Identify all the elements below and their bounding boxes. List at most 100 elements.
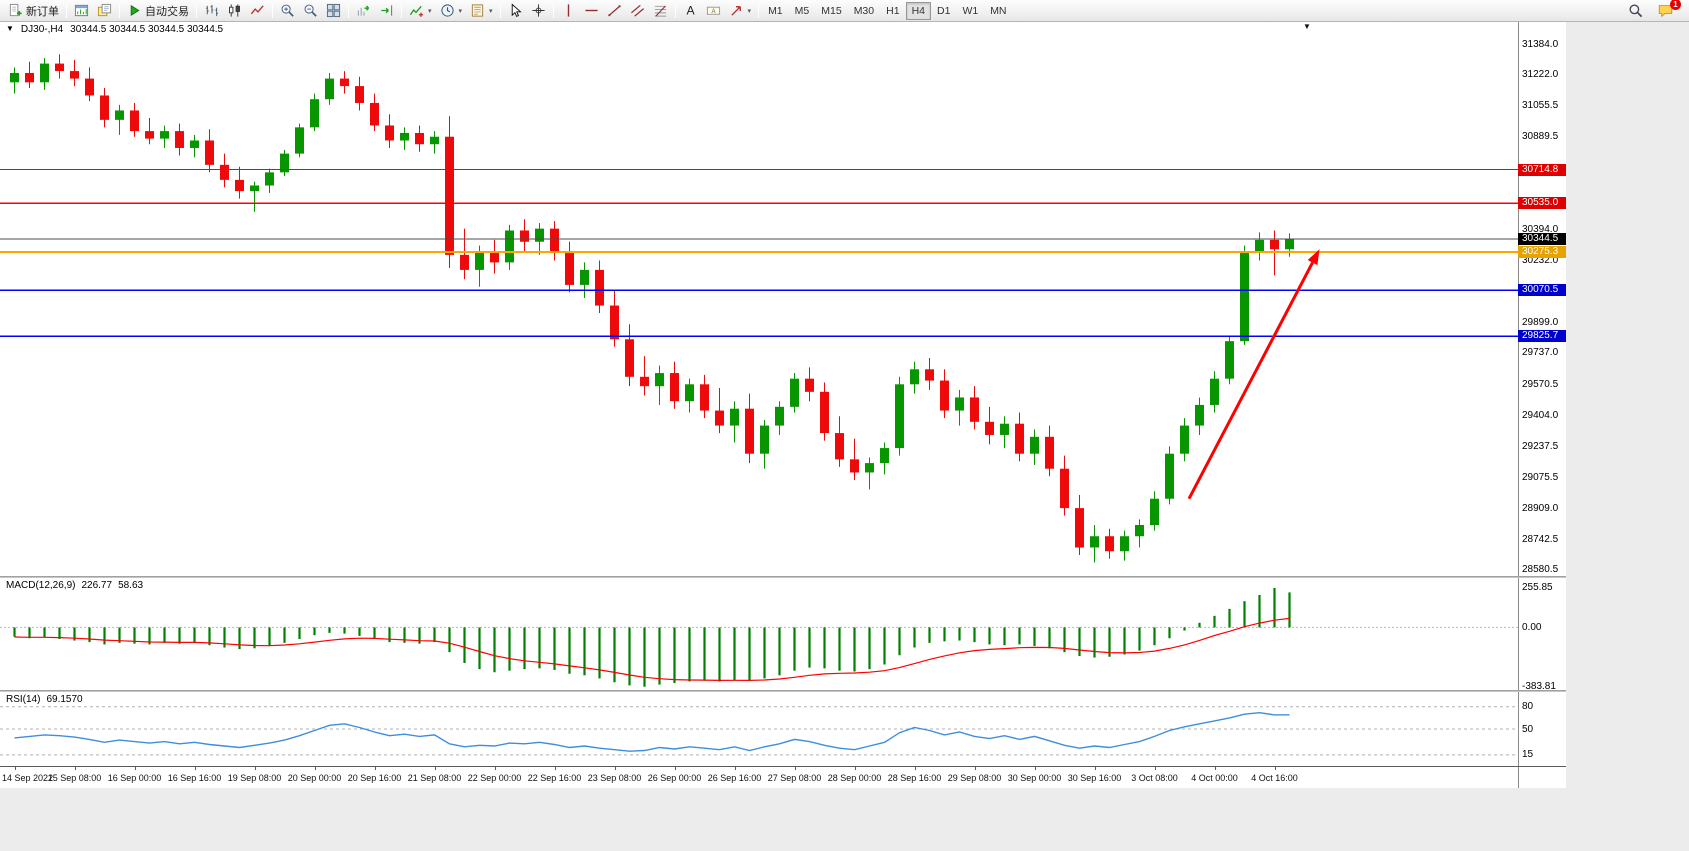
window-background [0, 788, 1518, 851]
candle-body [1255, 239, 1264, 252]
price-label: 29075.5 [1522, 472, 1559, 483]
fibonacci-button[interactable] [649, 1, 672, 20]
auto-scroll-button[interactable] [352, 1, 375, 20]
profiles-button[interactable] [93, 1, 116, 20]
toolbar-separator [674, 3, 676, 18]
timeframe-toolbar: M1 M5 M15 M30 H1 H4 D1 W1 MN [762, 1, 1012, 20]
time-tick [974, 767, 976, 770]
charts-button[interactable] [70, 1, 93, 20]
candle-body [1195, 404, 1204, 426]
cursor-button[interactable] [504, 1, 527, 20]
cursor-icon [508, 3, 523, 18]
trendline-button[interactable] [603, 1, 626, 20]
toolbar-right: 1 [1624, 0, 1685, 20]
timeframe-d1-button[interactable]: D1 [931, 2, 956, 20]
time-label: 26 Sep 16:00 [707, 773, 762, 783]
dropdown-caret-icon[interactable]: ▾ [489, 7, 493, 15]
timeframe-w1-button[interactable]: W1 [956, 2, 984, 20]
candle-body [1210, 378, 1219, 405]
chart-caption: ▼ DJ30-,H4 30344.5 30344.5 30344.5 30344… [0, 22, 1518, 36]
toolbar-separator [401, 3, 402, 18]
crosshair-button[interactable] [527, 1, 550, 20]
chart-ohlc-values: 30344.5 30344.5 30344.5 30344.5 [70, 23, 224, 35]
notifications-button[interactable]: 1 [1654, 0, 1681, 20]
chart-shift-button[interactable] [375, 1, 398, 20]
macd-axis-label: -383.81 [1522, 681, 1556, 692]
one-click-trading-toggle-icon[interactable]: ▼ [6, 24, 14, 33]
text-label-button[interactable]: A [702, 1, 725, 20]
periods-button[interactable]: ▾ [436, 1, 467, 20]
price-label: 30889.5 [1522, 131, 1559, 142]
timeframe-mn-button[interactable]: MN [984, 2, 1012, 20]
candle-body [1165, 453, 1174, 499]
price-label: 28742.5 [1522, 534, 1559, 545]
candle-body [385, 125, 394, 141]
main-chart-plot[interactable] [0, 36, 1518, 576]
toolbar-separator [758, 3, 760, 18]
new-order-button[interactable]: 新订单 [4, 1, 63, 21]
trend-arrow[interactable] [1187, 261, 1314, 500]
chart-shift-marker-icon[interactable]: ▼ [1303, 22, 1311, 31]
candle-body [820, 391, 829, 434]
candle-body [970, 397, 979, 422]
candle-body [910, 369, 919, 385]
workspace-background [1566, 22, 1689, 851]
time-axis[interactable]: 14 Sep 2022 15 Sep 08:00 16 Sep 00:00 16 Se… [0, 766, 1518, 788]
candle-body [250, 185, 259, 192]
channel-button[interactable] [626, 1, 649, 20]
dropdown-caret-icon[interactable]: ▾ [428, 7, 432, 15]
timeframe-h4-button[interactable]: H4 [905, 1, 931, 20]
timeframe-m1-button[interactable]: M1 [762, 2, 789, 20]
panel-splitter[interactable] [0, 690, 1518, 692]
candle-body [115, 110, 124, 120]
zoom-in-button[interactable] [276, 1, 299, 20]
candle-body [1120, 536, 1129, 552]
panel-splitter [1518, 576, 1566, 578]
candle-body [25, 72, 34, 83]
toolbar-group [70, 1, 116, 20]
bar-chart-button[interactable] [200, 1, 223, 20]
rsi-level-label: 15 [1522, 749, 1534, 760]
trend-arrow-head[interactable] [1307, 249, 1320, 266]
time-label: 22 Sep 16:00 [527, 773, 582, 783]
candlestick-button[interactable] [223, 1, 246, 20]
macd-plot [0, 587, 1518, 687]
panel-splitter[interactable] [0, 576, 1518, 578]
timeframe-m5-button[interactable]: M5 [789, 2, 816, 20]
candle-body [175, 131, 184, 148]
vline-icon [561, 3, 576, 18]
candle-body [1030, 436, 1039, 454]
text-icon: A [683, 3, 698, 18]
horizontal-line-button[interactable] [580, 1, 603, 20]
candle-body [1075, 508, 1084, 548]
dropdown-caret-icon[interactable]: ▾ [458, 7, 463, 15]
macd-axis-label: 255.85 [1522, 582, 1553, 593]
indicators-button[interactable]: ▾ [405, 1, 436, 20]
timeframe-h1-button[interactable]: H1 [880, 2, 905, 20]
zoom-out-button[interactable] [299, 1, 322, 20]
auto-trading-button[interactable]: 自动交易 [123, 1, 193, 21]
timeframe-m30-button[interactable]: M30 [848, 2, 880, 20]
price-axis[interactable]: 31384.0 31222.0 31055.5 30889.5 30394.0 30232… [1518, 22, 1566, 851]
candle-body [1090, 536, 1099, 548]
candle-body [430, 136, 439, 145]
chartshift-icon [379, 3, 394, 18]
arrows-tool-button[interactable]: ▾ [725, 1, 756, 20]
time-tick [254, 767, 256, 770]
profiles-icon [97, 3, 112, 18]
main-chart-panel[interactable] [0, 36, 1518, 576]
line-chart-button[interactable] [246, 1, 269, 20]
support-line-1-tag: 30070.5 [1518, 284, 1566, 296]
vertical-line-button[interactable] [557, 1, 580, 20]
text-button[interactable]: A [679, 1, 702, 20]
timeframe-m15-button[interactable]: M15 [815, 2, 847, 20]
candle-body [85, 78, 94, 96]
templates-button[interactable]: ▾ [466, 1, 497, 20]
toolbar-group: ▾ ▾ ▾ [405, 1, 497, 20]
tile-windows-button[interactable] [322, 1, 345, 20]
search-button[interactable] [1624, 1, 1647, 20]
dropdown-caret-icon[interactable]: ▾ [747, 7, 752, 15]
candle-body [400, 132, 409, 141]
time-tick [854, 767, 856, 770]
time-tick [614, 767, 616, 770]
